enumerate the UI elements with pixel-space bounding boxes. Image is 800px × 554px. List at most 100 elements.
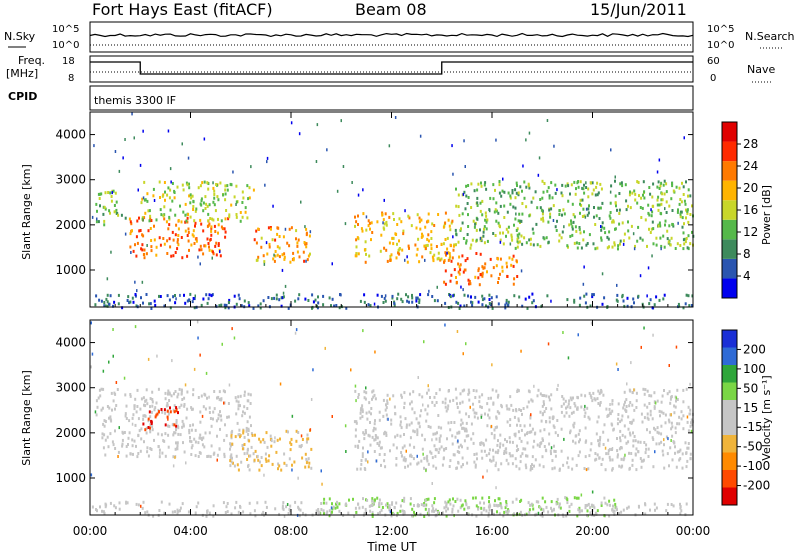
heatmap-cell — [153, 224, 155, 228]
heatmap-cell — [300, 501, 303, 505]
heatmap-cell — [177, 243, 180, 247]
heatmap-cell — [653, 406, 656, 410]
heatmap-cell — [594, 247, 597, 251]
heatmap-cell — [206, 224, 209, 228]
heatmap-cell — [361, 452, 364, 456]
heatmap-speckle — [537, 511, 540, 515]
heatmap-cell — [306, 433, 309, 437]
heatmap-cell — [383, 246, 386, 250]
heatmap-cell — [633, 408, 636, 412]
heatmap-speckle — [417, 376, 419, 379]
heatmap-cell — [239, 435, 241, 439]
heatmap-cell — [465, 412, 468, 416]
heatmap-cell — [95, 399, 98, 403]
heatmap-speckle — [425, 469, 427, 473]
heatmap-cell — [494, 188, 496, 192]
heatmap-cell — [354, 215, 356, 219]
heatmap-cell — [99, 204, 101, 208]
heatmap-cell — [569, 396, 572, 400]
heatmap-cell — [201, 181, 204, 185]
heatmap-cell — [687, 442, 690, 445]
heatmap-cell — [442, 457, 445, 461]
heatmap-cell — [242, 431, 245, 435]
heatmap-cell — [220, 225, 223, 229]
heatmap-cell — [686, 420, 689, 424]
heatmap-cell — [378, 440, 381, 444]
heatmap-cell — [597, 415, 600, 419]
heatmap-speckle — [462, 192, 465, 196]
heatmap-speckle — [690, 429, 693, 433]
heatmap-cell — [664, 223, 666, 227]
heatmap-cell — [155, 401, 158, 405]
heatmap-speckle — [611, 447, 614, 450]
heatmap-cell — [660, 198, 663, 202]
heatmap-cell — [160, 433, 163, 437]
heatmap-cell — [437, 511, 440, 514]
heatmap-cell — [272, 257, 275, 261]
heatmap-cell — [491, 306, 494, 310]
heatmap-cell — [166, 239, 169, 243]
heatmap-cell — [459, 263, 462, 267]
power-colorbar-label: Power [dB] — [760, 185, 773, 245]
heatmap-cell — [305, 245, 308, 249]
heatmap-cell — [531, 467, 534, 470]
heatmap-cell — [409, 436, 412, 440]
heatmap-cell — [523, 424, 526, 428]
heatmap-cell — [438, 437, 441, 441]
heatmap-cell — [597, 443, 600, 447]
heatmap-cell — [173, 431, 176, 435]
heatmap-cell — [579, 211, 581, 215]
heatmap-cell — [611, 409, 614, 413]
heatmap-cell — [558, 209, 561, 213]
heatmap-cell — [203, 445, 206, 449]
heatmap-cell — [209, 455, 212, 459]
heatmap-cell — [515, 191, 518, 195]
heatmap-cell — [600, 504, 603, 507]
heatmap-cell — [226, 415, 229, 419]
heatmap-cell — [658, 203, 661, 207]
heatmap-cell — [409, 502, 412, 506]
heatmap-cell — [132, 249, 135, 253]
heatmap-cell — [687, 247, 690, 251]
heatmap-cell — [168, 298, 171, 302]
heatmap-cell — [189, 215, 192, 219]
heatmap-cell — [684, 240, 687, 244]
heatmap-cell — [485, 304, 487, 308]
heatmap-cell — [646, 405, 649, 409]
heatmap-cell — [227, 402, 230, 405]
heatmap-cell — [423, 502, 426, 505]
heatmap-cell — [497, 504, 500, 507]
heatmap-cell — [472, 441, 475, 445]
heatmap-cell — [482, 266, 485, 270]
heatmap-cell — [674, 247, 677, 250]
heatmap-cell — [434, 454, 437, 458]
heatmap-cell — [633, 301, 635, 305]
heatmap-cell — [466, 233, 469, 236]
heatmap-speckle — [232, 170, 234, 174]
heatmap-cell — [463, 388, 466, 392]
heatmap-cell — [674, 431, 677, 435]
heatmap-cell — [200, 197, 203, 201]
heatmap-cell — [513, 223, 515, 227]
heatmap-cell — [168, 502, 171, 506]
heatmap-cell — [577, 496, 580, 500]
heatmap-cell — [110, 391, 113, 395]
heatmap-cell — [608, 214, 611, 218]
heatmap-cell — [605, 407, 608, 411]
heatmap-cell — [186, 234, 189, 237]
heatmap-cell — [260, 236, 263, 240]
heatmap-cell — [407, 244, 410, 248]
heatmap-cell — [121, 438, 124, 442]
heatmap-cell — [224, 192, 227, 196]
heatmap-cell — [415, 299, 418, 303]
heatmap-cell — [640, 412, 643, 416]
heatmap-speckle — [633, 388, 635, 392]
heatmap-cell — [516, 275, 519, 278]
heatmap-cell — [669, 401, 672, 405]
heatmap-cell — [480, 236, 483, 240]
heatmap-cell — [304, 465, 307, 469]
heatmap-cell — [480, 511, 483, 515]
heatmap-speckle — [211, 256, 213, 260]
heatmap-cell — [114, 407, 116, 411]
heatmap-cell — [131, 296, 134, 300]
